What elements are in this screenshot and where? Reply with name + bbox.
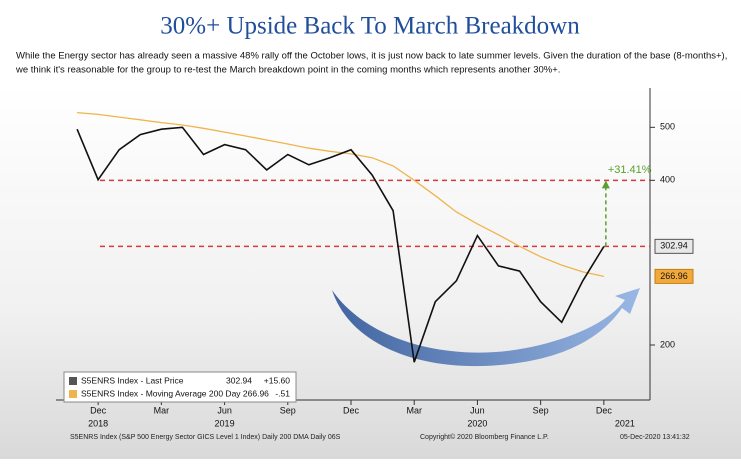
legend-swatch <box>69 390 77 398</box>
legend-label: S5ENRS Index - Last Price <box>81 375 184 385</box>
year-label: 2019 <box>215 418 235 428</box>
subtitle: While the Energy sector has already seen… <box>16 51 727 62</box>
series-line <box>77 111 605 278</box>
subtitle: we think it's reasonable for the group t… <box>15 65 560 76</box>
footer-text: Copyright© 2020 Bloomberg Finance L.P. <box>420 433 549 441</box>
x-tick-label: Dec <box>596 405 613 415</box>
legend-last: 302.94 <box>226 375 252 385</box>
year-label: 2020 <box>467 418 487 428</box>
x-tick-label: Dec <box>343 405 360 415</box>
arrow-head <box>601 180 610 189</box>
x-tick-label: Sep <box>280 405 296 415</box>
footer-text: S5ENRS Index (S&P 500 Energy Sector GICS… <box>70 434 341 441</box>
x-tick-label: Mar <box>406 405 422 415</box>
legend-change: -.51 <box>275 388 290 398</box>
x-tick-label: Sep <box>533 405 549 415</box>
legend-label: S5ENRS Index - Moving Average 200 Day 26… <box>81 388 269 398</box>
footer-text: 05-Dec-2020 13:41:32 <box>620 434 690 441</box>
legend-swatch <box>69 377 77 385</box>
year-label: 2018 <box>88 418 108 428</box>
year-label: 2021 <box>615 418 635 428</box>
chart-background <box>0 84 741 459</box>
curved-arrow <box>332 288 640 367</box>
price-tag-label: 266.96 <box>660 271 688 281</box>
price-tag-label: 302.94 <box>660 241 688 251</box>
series-line <box>76 126 605 363</box>
y-tick-label: 400 <box>660 175 675 185</box>
y-tick-label: 200 <box>660 339 675 349</box>
title: 30%+ Upside Back To March Breakdown <box>160 13 580 40</box>
legend-change: +15.60 <box>264 375 291 385</box>
y-tick-label: 500 <box>660 122 675 132</box>
legend <box>63 371 297 403</box>
x-tick-label: Jun <box>217 405 232 415</box>
x-tick-label: Jun <box>470 405 485 415</box>
price-tag <box>654 268 694 284</box>
price-tag <box>654 238 694 254</box>
x-tick-label: Dec <box>90 405 107 415</box>
annotation: +31.41% <box>608 164 652 176</box>
x-tick-label: Mar <box>154 405 170 415</box>
